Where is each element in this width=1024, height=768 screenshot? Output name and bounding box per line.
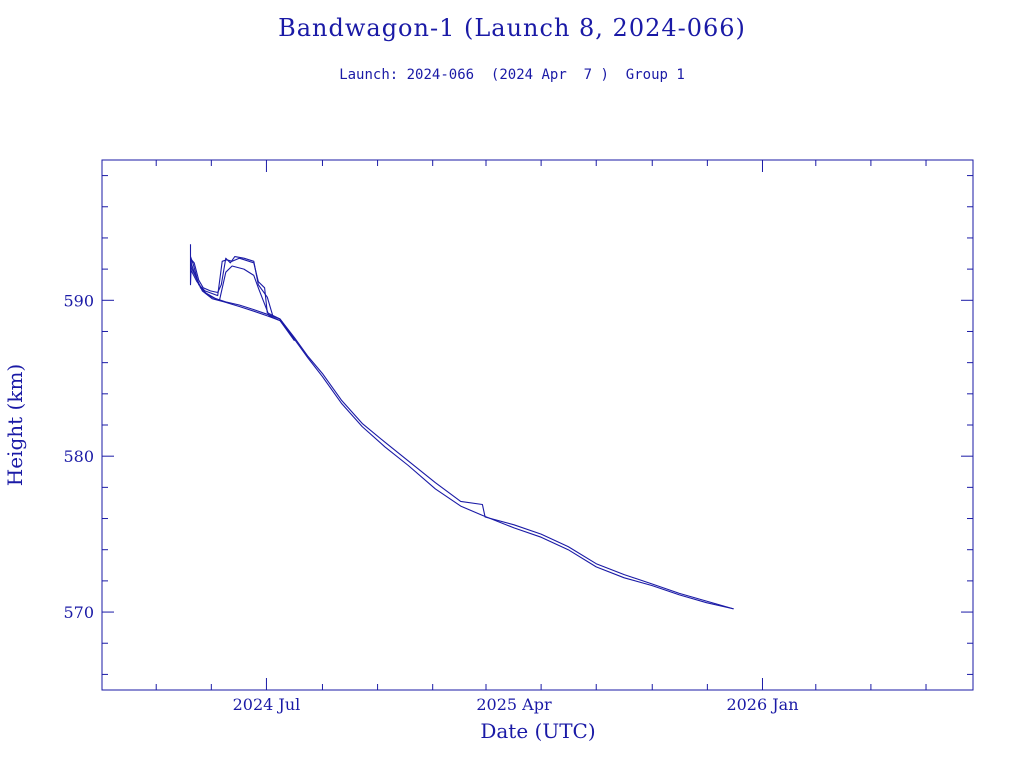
series-line-3 xyxy=(189,261,295,340)
chart-title: Bandwagon-1 (Launch 8, 2024-066) xyxy=(278,14,746,42)
series-line-4 xyxy=(190,265,295,342)
x-tick-label: 2024 Jul xyxy=(233,695,301,714)
y-tick-label: 590 xyxy=(63,291,94,310)
x-axis-label: Date (UTC) xyxy=(480,719,595,743)
y-axis-label: Height (km) xyxy=(3,364,27,486)
plot-frame xyxy=(101,159,974,691)
series-line-2 xyxy=(189,256,734,610)
y-tick-label: 580 xyxy=(63,447,94,466)
series-line-1 xyxy=(189,244,734,610)
series-line-5 xyxy=(190,268,281,320)
y-tick-label: 570 xyxy=(63,603,94,622)
x-tick-label: 2025 Apr xyxy=(476,695,552,714)
tick-labels: 2024 Jul 2025 Apr 2026 Jan 570 580 590 xyxy=(63,291,798,714)
x-tick-label: 2026 Jan xyxy=(726,695,798,714)
series-group xyxy=(189,244,734,610)
axis-ticks xyxy=(102,160,973,690)
chart-subtitle: Launch: 2024-066 (2024 Apr 7 ) Group 1 xyxy=(339,67,685,83)
